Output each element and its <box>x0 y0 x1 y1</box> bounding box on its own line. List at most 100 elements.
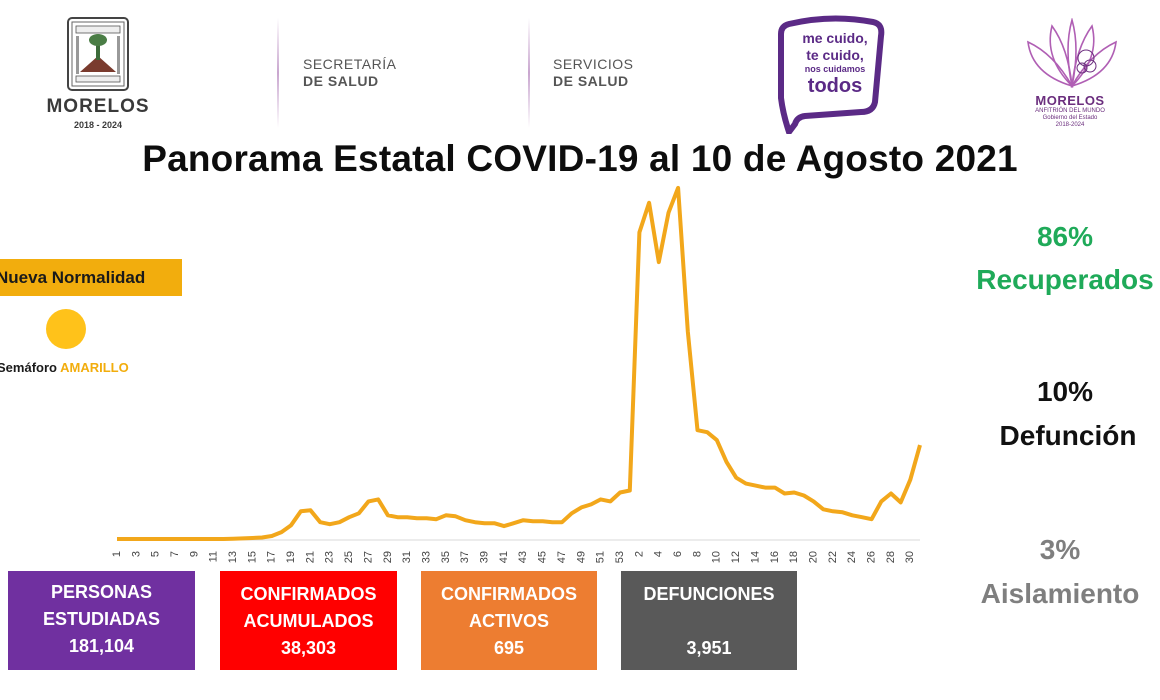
defuncion-label-wrap: Defunción <box>968 414 1160 458</box>
servicios-line1: SERVICIOS <box>553 56 634 72</box>
x-tick-label: 22 <box>827 551 839 563</box>
nueva-normalidad-badge: Nueva Normalidad <box>0 259 182 296</box>
secretaria-line2: DE SALUD <box>303 73 379 89</box>
divider-line <box>277 18 279 128</box>
x-tick-label: 49 <box>575 551 587 563</box>
x-tick-label: 30 <box>904 551 916 563</box>
x-tick-label: 5 <box>150 551 162 557</box>
x-tick-label: 41 <box>498 551 510 563</box>
recuperados-label-wrap: Recuperados <box>955 258 1160 302</box>
x-tick-label: 14 <box>749 551 761 563</box>
x-tick-label: 45 <box>537 551 549 563</box>
x-tick-label: 12 <box>730 551 742 563</box>
x-tick-label: 31 <box>401 551 413 563</box>
aislamiento-label-wrap: Aislamiento <box>960 572 1160 616</box>
morelos-shield-logo <box>67 17 129 91</box>
defunciones-box: DEFUNCIONES 3,951 <box>621 571 797 670</box>
box-line1: CONFIRMADOS <box>441 584 577 604</box>
x-tick-label: 13 <box>227 551 239 563</box>
x-tick-label: 4 <box>653 551 665 557</box>
box-line1: CONFIRMADOS <box>240 584 377 604</box>
x-tick-label: 16 <box>769 551 781 563</box>
x-tick-label: 27 <box>362 551 374 563</box>
box-value: 181,104 <box>68 636 135 656</box>
confirmados-acumulados-box: CONFIRMADOS ACUMULADOS 38,303 <box>220 571 397 670</box>
defuncion-stat: 10% <box>990 370 1140 414</box>
servicios-logo: SERVICIOS DE SALUD <box>553 56 634 90</box>
defuncion-pct: 10% <box>1036 376 1094 407</box>
box-line2: ESTUDIADAS <box>42 609 160 629</box>
box-value: 695 <box>493 638 525 658</box>
x-tick-label: 21 <box>304 551 316 563</box>
defuncion-label: Defunción <box>999 420 1137 451</box>
gob-subtitle: ANFITRIÓN DEL MUNDO Gobierno del Estado … <box>1010 108 1130 129</box>
campaign-line4: todos <box>807 75 863 97</box>
x-tick-label: 28 <box>885 551 897 563</box>
recuperados-stat: 86% <box>990 215 1140 259</box>
box-value: 38,303 <box>280 638 337 658</box>
x-tick-label: 35 <box>440 551 452 563</box>
x-tick-label: 15 <box>246 551 258 563</box>
page-title: Panorama Estatal COVID-19 al 10 de Agost… <box>142 138 1018 179</box>
campaign-line1: me cuido, <box>802 30 868 46</box>
aislamiento-label: Aislamiento <box>980 578 1140 609</box>
x-tick-label: 26 <box>866 551 878 563</box>
secretaria-line1: SECRETARÍA <box>303 56 397 72</box>
x-tick-label: 24 <box>846 551 858 563</box>
x-tick-label: 11 <box>208 551 220 562</box>
gob-sub2: 2018-2024 <box>1055 122 1085 128</box>
gob-tagline: ANFITRIÓN DEL MUNDO <box>1035 108 1105 114</box>
recuperados-label: Recuperados <box>976 264 1154 295</box>
x-tick-label: 23 <box>324 551 336 563</box>
box-line1: DEFUNCIONES <box>643 584 775 604</box>
box-line2: ACUMULADOS <box>243 611 374 631</box>
series-line <box>117 185 922 541</box>
x-tick-label: 25 <box>343 551 355 563</box>
x-tick-label: 8 <box>691 551 703 557</box>
x-tick-label: 33 <box>420 551 432 563</box>
divider-line <box>528 18 530 128</box>
semaforo-label: Semáforo <box>0 360 57 375</box>
x-tick-label: 19 <box>285 551 297 563</box>
x-tick-label: 1 <box>111 551 123 557</box>
normalidad-label: Nueva Normalidad <box>0 268 146 287</box>
personas-estudiadas-box: PERSONAS ESTUDIADAS 181,104 <box>8 571 195 670</box>
gob-sub1: Gobierno del Estado <box>1042 115 1098 121</box>
x-tick-label: 6 <box>672 551 684 557</box>
covid-line-chart: 1 3 5 7 9 11 13 15 17 19 21 23 25 27 29 31 33 35 37 39 41 43 4… <box>111 185 922 563</box>
x-tick-label: 2 <box>633 551 645 557</box>
servicios-line2: DE SALUD <box>553 73 629 89</box>
x-tick-label: 9 <box>188 551 200 557</box>
semaforo-status: Semáforo AMARILLO <box>0 360 129 375</box>
x-tick-label: 39 <box>479 551 491 563</box>
x-tick-label: 10 <box>711 551 723 563</box>
semaforo-value: AMARILLO <box>60 360 129 375</box>
aislamiento-stat: 3% <box>985 528 1135 572</box>
x-tick-label: 20 <box>807 551 819 563</box>
aislamiento-pct: 3% <box>1039 534 1081 565</box>
x-tick-label: 18 <box>788 551 800 563</box>
secretaria-logo: SECRETARÍA DE SALUD <box>303 56 396 90</box>
campaign-line2: te cuido, <box>806 47 864 63</box>
x-tick-label: 37 <box>459 551 471 563</box>
state-years: 2018 - 2024 <box>73 120 123 130</box>
x-tick-label: 43 <box>517 551 529 563</box>
campaign-line3: nos cuidamos <box>804 64 866 74</box>
x-tick-label: 3 <box>130 551 142 557</box>
box-line2: ACTIVOS <box>468 611 549 631</box>
x-tick-label: 7 <box>169 551 181 557</box>
box-line1: PERSONAS <box>50 582 153 602</box>
box-value: 3,951 <box>686 638 732 658</box>
x-tick-label: 51 <box>595 551 607 563</box>
gob-name: MORELOS <box>1035 93 1105 108</box>
confirmados-activos-box: CONFIRMADOS ACTIVOS 695 <box>421 571 597 670</box>
x-tick-label: 17 <box>266 551 278 563</box>
traffic-light-icon <box>46 309 86 349</box>
x-tick-label: 29 <box>382 551 394 563</box>
recuperados-pct: 86% <box>1036 221 1094 252</box>
x-tick-label: 47 <box>556 551 568 563</box>
x-tick-label: 53 <box>614 551 626 563</box>
gob-flower-logo <box>1027 18 1117 89</box>
campaign-bubble-logo: me cuido, te cuido, nos cuidamos todos <box>775 14 887 134</box>
state-name: MORELOS <box>46 96 150 117</box>
